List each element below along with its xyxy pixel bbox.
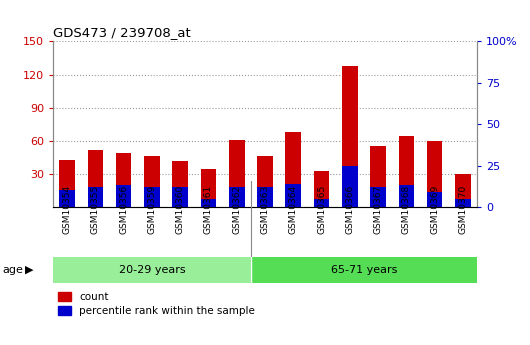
Bar — [172, 187, 188, 207]
Bar — [229, 187, 244, 207]
Bar — [53, 257, 251, 283]
Text: 65-71 years: 65-71 years — [331, 265, 397, 275]
Text: GSM10361: GSM10361 — [204, 185, 213, 234]
Text: GSM10364: GSM10364 — [289, 185, 298, 234]
Text: GSM10367: GSM10367 — [374, 185, 383, 234]
Bar — [251, 257, 477, 283]
Bar — [201, 199, 216, 207]
Text: GSM10365: GSM10365 — [317, 185, 326, 234]
Bar — [399, 186, 414, 207]
Bar — [286, 184, 301, 207]
Text: age: age — [3, 265, 23, 275]
Text: GSM10354: GSM10354 — [63, 185, 72, 234]
Bar — [314, 199, 329, 207]
Text: GSM10356: GSM10356 — [119, 185, 128, 234]
Text: GSM10362: GSM10362 — [232, 185, 241, 234]
Bar — [257, 187, 273, 207]
Bar — [172, 161, 188, 207]
Bar — [286, 132, 301, 207]
Bar — [87, 150, 103, 207]
Text: GSM10363: GSM10363 — [261, 185, 269, 234]
Bar — [370, 146, 386, 207]
Bar — [399, 136, 414, 207]
Text: GSM10359: GSM10359 — [147, 185, 156, 234]
Bar — [427, 141, 443, 207]
Bar — [455, 174, 471, 207]
Bar — [314, 170, 329, 207]
Bar — [229, 140, 244, 207]
Bar — [116, 186, 131, 207]
Bar — [370, 187, 386, 207]
Bar — [116, 153, 131, 207]
Bar — [59, 159, 75, 207]
Bar — [201, 169, 216, 207]
Bar — [59, 190, 75, 207]
Bar — [342, 66, 358, 207]
Text: GSM10370: GSM10370 — [458, 185, 467, 234]
Legend: count, percentile rank within the sample: count, percentile rank within the sample — [58, 292, 255, 316]
Text: 20-29 years: 20-29 years — [119, 265, 186, 275]
Text: GSM10366: GSM10366 — [346, 185, 354, 234]
Bar — [455, 199, 471, 207]
Bar — [144, 187, 160, 207]
Text: ▶: ▶ — [25, 265, 34, 275]
Bar — [342, 166, 358, 207]
Bar — [427, 192, 443, 207]
Text: GSM10355: GSM10355 — [91, 185, 100, 234]
Text: GSM10360: GSM10360 — [176, 185, 184, 234]
Bar — [87, 187, 103, 207]
Bar — [257, 156, 273, 207]
Text: GSM10368: GSM10368 — [402, 185, 411, 234]
Text: GSM10369: GSM10369 — [430, 185, 439, 234]
Bar — [144, 156, 160, 207]
Text: GDS473 / 239708_at: GDS473 / 239708_at — [53, 26, 191, 39]
